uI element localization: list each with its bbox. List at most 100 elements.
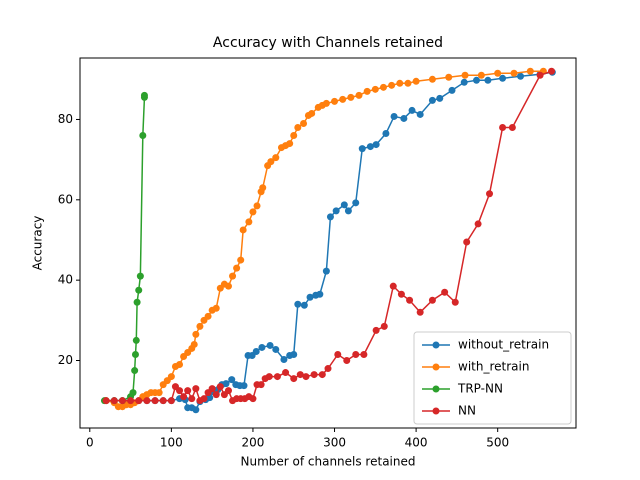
legend-label: NN	[458, 404, 476, 418]
point	[324, 365, 332, 373]
point	[286, 140, 294, 148]
point	[216, 383, 224, 391]
point	[486, 190, 494, 198]
point	[306, 293, 314, 301]
legend-label: with_retrain	[458, 360, 529, 374]
point	[548, 67, 556, 75]
point	[448, 86, 456, 94]
point	[294, 124, 302, 132]
point	[265, 373, 273, 381]
point	[460, 78, 468, 86]
point	[334, 350, 342, 358]
point	[167, 397, 175, 405]
x-axis-label: Number of channels retained	[240, 455, 415, 469]
point	[222, 380, 230, 388]
point	[388, 81, 396, 89]
point	[536, 71, 544, 79]
point	[379, 83, 387, 91]
point	[239, 226, 247, 234]
point	[436, 94, 444, 102]
point	[245, 218, 253, 226]
point	[494, 69, 502, 77]
point	[404, 79, 412, 87]
point	[188, 395, 196, 403]
point	[253, 202, 261, 210]
point	[290, 375, 298, 383]
point	[196, 322, 204, 330]
point	[308, 109, 316, 117]
point	[406, 296, 414, 304]
point	[366, 143, 374, 151]
point	[184, 387, 192, 395]
point	[416, 110, 424, 118]
point	[372, 141, 380, 149]
point	[477, 71, 485, 79]
point	[352, 199, 360, 207]
point	[249, 395, 257, 403]
legend-label: TRP-NN	[457, 382, 503, 396]
point	[360, 350, 368, 358]
point	[322, 99, 330, 107]
y-tick-label: 80	[58, 112, 73, 126]
point	[408, 106, 416, 114]
point	[272, 154, 280, 162]
point	[290, 350, 298, 358]
point	[280, 356, 288, 364]
point	[302, 373, 310, 381]
point	[397, 290, 405, 298]
point	[318, 371, 326, 379]
point	[339, 95, 347, 103]
point	[508, 124, 516, 132]
point	[192, 406, 200, 414]
point	[363, 87, 371, 95]
plot-frame	[79, 57, 577, 429]
legend-marker	[432, 363, 440, 371]
point	[380, 322, 388, 330]
point	[331, 97, 339, 105]
point	[135, 397, 143, 405]
x-tick-label: 200	[241, 436, 264, 450]
point	[252, 347, 260, 355]
point	[237, 256, 245, 264]
point	[176, 387, 184, 395]
point	[190, 340, 198, 348]
point	[445, 73, 453, 81]
point	[240, 382, 248, 390]
point	[228, 376, 236, 384]
point	[249, 208, 257, 216]
point	[451, 298, 459, 306]
point	[131, 350, 139, 358]
point	[176, 361, 184, 369]
point	[316, 290, 324, 298]
point	[296, 371, 304, 379]
point	[355, 91, 363, 99]
point	[343, 357, 351, 365]
legend-marker	[432, 407, 440, 415]
x-tick-label: 100	[160, 436, 183, 450]
point	[266, 341, 274, 349]
point	[133, 298, 141, 306]
point	[352, 350, 360, 358]
point	[282, 369, 290, 377]
point	[499, 74, 507, 82]
point	[332, 207, 340, 215]
y-axis-label: Accuracy	[31, 216, 45, 271]
point	[428, 296, 436, 304]
point	[526, 67, 534, 75]
point	[129, 389, 137, 397]
point	[428, 96, 436, 104]
point	[212, 304, 220, 312]
point	[340, 201, 348, 209]
point	[118, 397, 126, 405]
y-tick-label: 60	[58, 192, 73, 206]
point	[143, 397, 151, 405]
point	[517, 72, 525, 80]
point	[310, 371, 318, 379]
point	[127, 397, 135, 405]
legend-label: without_retrain	[458, 338, 549, 352]
point	[472, 76, 480, 84]
point	[300, 301, 308, 309]
point	[400, 114, 408, 122]
point	[132, 336, 140, 344]
